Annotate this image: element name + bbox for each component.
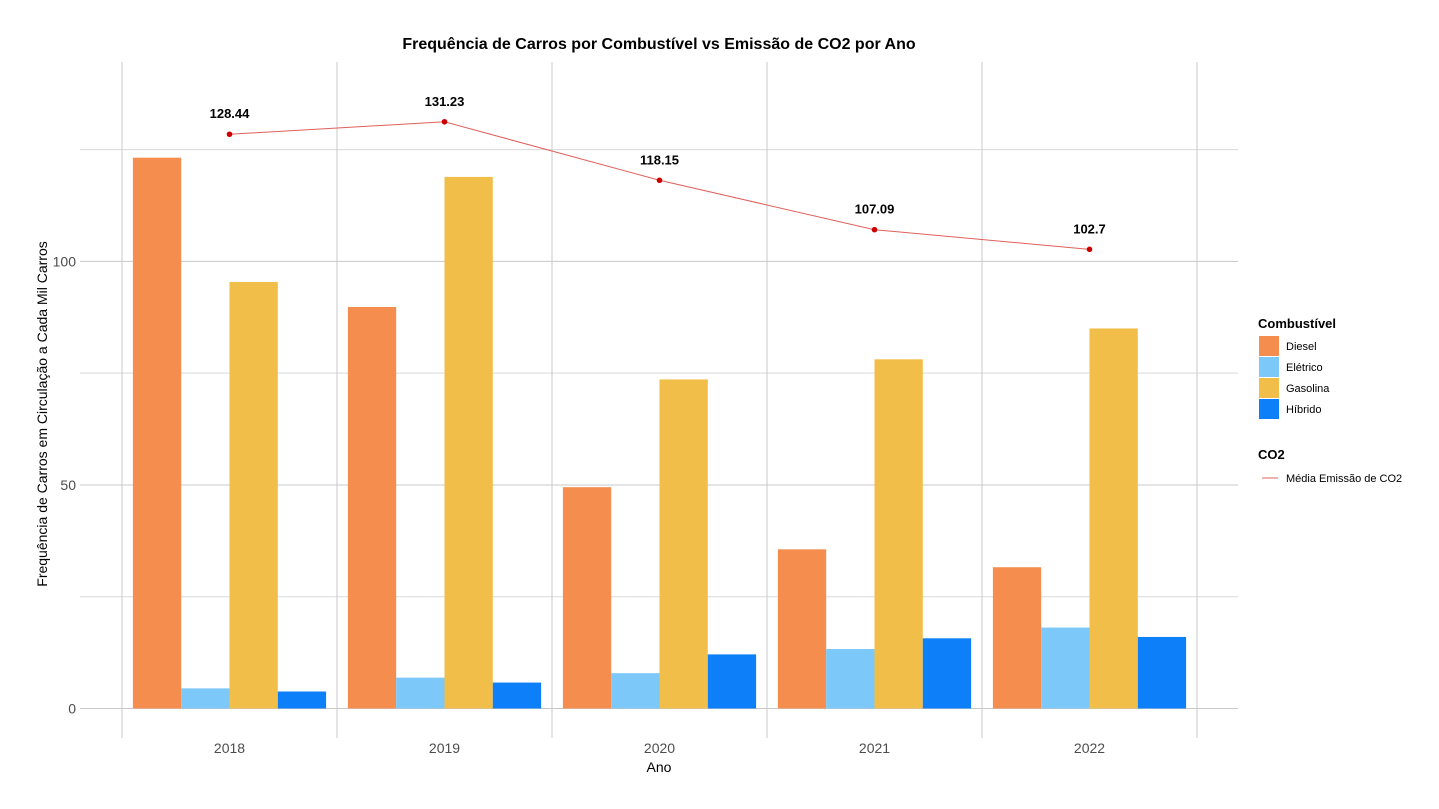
legend-swatch-elétrico — [1259, 357, 1279, 377]
bar-diesel-2021 — [777, 549, 827, 709]
co2-data-label-2018: 128.44 — [210, 106, 251, 121]
legend-label-híbrido: Híbrido — [1286, 404, 1321, 416]
bar-gasolina-2022 — [1089, 328, 1138, 709]
co2-point-2019 — [441, 118, 448, 125]
co2-data-label-2022: 102.7 — [1073, 221, 1106, 236]
bars — [132, 157, 1187, 709]
legend-label-co2: Média Emissão de CO2 — [1286, 473, 1402, 485]
x-tick-label-2021: 2021 — [859, 740, 890, 756]
chart-title: Frequência de Carros por Combustível vs … — [402, 36, 916, 53]
bar-gasolina-2019 — [444, 176, 493, 709]
y-tick-label: 50 — [60, 477, 76, 493]
x-axis-title: Ano — [647, 759, 672, 775]
bar-gasolina-2021 — [874, 359, 923, 709]
bar-gasolina-2018 — [229, 281, 278, 709]
bar-diesel-2022 — [992, 567, 1042, 709]
y-tick-label: 0 — [68, 700, 76, 716]
bar-híbrido-2019 — [492, 682, 542, 709]
x-tick-label-2019: 2019 — [429, 740, 460, 756]
x-tick-label-2018: 2018 — [214, 740, 245, 756]
legend-label-elétrico: Elétrico — [1286, 362, 1323, 374]
co2-data-label-2021: 107.09 — [855, 202, 895, 217]
bar-gasolina-2020 — [659, 379, 708, 709]
co2-point-2020 — [656, 177, 663, 184]
legend-label-diesel: Diesel — [1286, 341, 1317, 353]
legend-swatch-gasolina — [1259, 378, 1279, 398]
bar-elétrico-2020 — [611, 673, 660, 709]
y-axis-ticks: 0 50 100 — [53, 253, 77, 716]
co2-data-label-2020: 118.15 — [640, 152, 679, 167]
bar-híbrido-2020 — [707, 654, 757, 709]
legend-swatch-diesel — [1259, 336, 1279, 356]
legend-fill-items: Diesel Elétrico Gasolina Híbrido — [1259, 336, 1330, 419]
y-axis-title: Frequência de Carros em Circulação a Cad… — [34, 241, 50, 586]
bar-híbrido-2021 — [922, 638, 972, 709]
legend-title-co2: CO2 — [1258, 447, 1285, 462]
co2-point-2021 — [871, 226, 878, 233]
bar-elétrico-2019 — [396, 677, 445, 709]
legend-title-combustivel: Combustível — [1258, 316, 1336, 331]
bar-híbrido-2022 — [1137, 636, 1187, 709]
co2-point-2022 — [1086, 246, 1093, 253]
bar-elétrico-2021 — [826, 649, 875, 709]
bar-diesel-2019 — [347, 307, 397, 709]
co2-data-label-2019: 131.23 — [425, 94, 465, 109]
co2-point-2018 — [226, 131, 233, 138]
legend-label-gasolina: Gasolina — [1286, 383, 1330, 395]
bar-elétrico-2022 — [1041, 627, 1090, 709]
x-tick-label-2022: 2022 — [1074, 740, 1105, 756]
co2-line-layer: 128.44 131.23 118.15 107.09 102.7 — [210, 94, 1106, 253]
x-axis-ticks: 2018 2019 2020 2021 2022 — [214, 740, 1105, 756]
legend-swatch-híbrido — [1259, 399, 1279, 419]
co2-line — [229, 121, 1090, 250]
bar-elétrico-2018 — [181, 688, 230, 709]
bar-híbrido-2018 — [277, 691, 327, 709]
bar-diesel-2020 — [562, 487, 612, 709]
bar-diesel-2018 — [132, 157, 182, 709]
y-tick-label: 100 — [53, 253, 77, 269]
legend: Combustível Diesel Elétrico Gasolina Híbrid… — [1258, 316, 1402, 485]
x-tick-label-2020: 2020 — [644, 740, 675, 756]
